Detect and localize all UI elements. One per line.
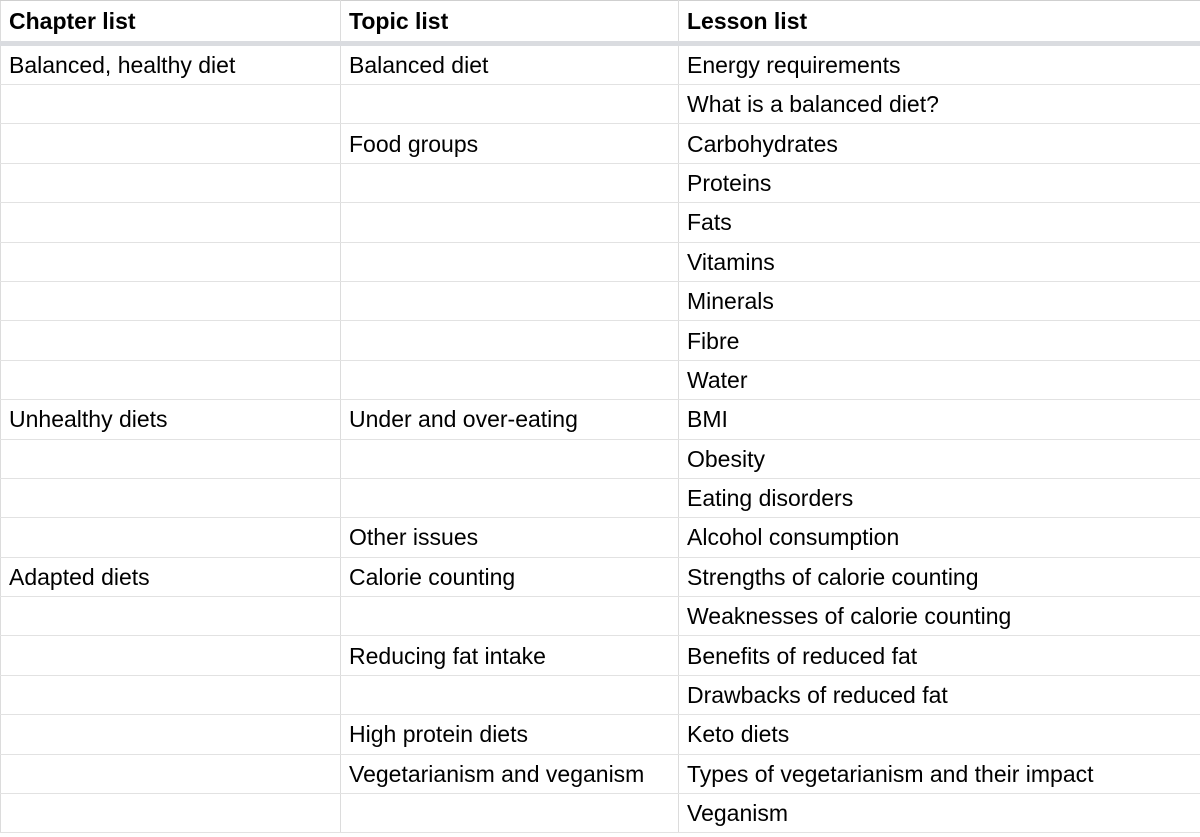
table-row: High protein diets Keto diets	[0, 714, 1200, 755]
cell-topic[interactable]	[340, 439, 679, 479]
cell-chapter[interactable]	[0, 478, 341, 519]
table-header: Chapter list Topic list Lesson list	[0, 0, 1200, 44]
cell-lesson[interactable]: Obesity	[678, 439, 1200, 479]
table-row: Veganism	[0, 793, 1200, 834]
table-body: Balanced, healthy diet Balanced diet Energ…	[0, 43, 1200, 834]
cell-topic[interactable]	[340, 242, 679, 282]
cell-chapter[interactable]	[0, 517, 341, 558]
header-cell-chapter[interactable]: Chapter list	[0, 0, 341, 44]
cell-topic[interactable]	[340, 163, 679, 204]
cell-chapter[interactable]: Adapted diets	[0, 557, 341, 598]
cell-topic[interactable]: Other issues	[340, 517, 679, 558]
cell-chapter[interactable]	[0, 439, 341, 479]
cell-topic[interactable]: High protein diets	[340, 714, 679, 755]
cell-lesson[interactable]: BMI	[678, 399, 1200, 440]
cell-topic[interactable]	[340, 281, 679, 322]
table-row: Eating disorders	[0, 478, 1200, 519]
table-row: Fats	[0, 202, 1200, 243]
table-row: Other issues Alcohol consumption	[0, 517, 1200, 558]
cell-chapter[interactable]	[0, 793, 341, 834]
cell-chapter[interactable]	[0, 163, 341, 204]
cell-lesson[interactable]: Minerals	[678, 281, 1200, 322]
table-row: Balanced, healthy diet Balanced diet Energ…	[0, 43, 1200, 85]
cell-lesson[interactable]: Weaknesses of calorie counting	[678, 596, 1200, 637]
cell-chapter[interactable]: Balanced, healthy diet	[0, 43, 341, 85]
cell-chapter[interactable]	[0, 123, 341, 164]
cell-lesson[interactable]: Alcohol consumption	[678, 517, 1200, 558]
table-row: Weaknesses of calorie counting	[0, 596, 1200, 637]
cell-chapter[interactable]	[0, 635, 341, 676]
table-row: Minerals	[0, 281, 1200, 322]
cell-lesson[interactable]: Vitamins	[678, 242, 1200, 282]
cell-topic[interactable]: Reducing fat intake	[340, 635, 679, 676]
cell-topic[interactable]	[340, 202, 679, 243]
cell-topic[interactable]	[340, 478, 679, 519]
table-row: Drawbacks of reduced fat	[0, 675, 1200, 716]
cell-chapter[interactable]	[0, 84, 341, 125]
table-row: What is a balanced diet?	[0, 84, 1200, 125]
cell-topic[interactable]: Under and over-eating	[340, 399, 679, 440]
cell-chapter[interactable]: Unhealthy diets	[0, 399, 341, 440]
cell-lesson[interactable]: Keto diets	[678, 714, 1200, 755]
cell-lesson[interactable]: Strengths of calorie counting	[678, 557, 1200, 598]
header-cell-topic[interactable]: Topic list	[340, 0, 679, 44]
cell-topic[interactable]: Food groups	[340, 123, 679, 164]
cell-lesson[interactable]: Fibre	[678, 320, 1200, 361]
cell-topic[interactable]	[340, 793, 679, 834]
cell-lesson[interactable]: Energy requirements	[678, 43, 1200, 85]
cell-lesson[interactable]: Drawbacks of reduced fat	[678, 675, 1200, 716]
table-row: Fibre	[0, 320, 1200, 361]
cell-lesson[interactable]: Water	[678, 360, 1200, 401]
cell-topic[interactable]: Balanced diet	[340, 43, 679, 85]
cell-topic[interactable]	[340, 320, 679, 361]
cell-lesson[interactable]: What is a balanced diet?	[678, 84, 1200, 125]
cell-chapter[interactable]	[0, 596, 341, 637]
table-row: Reducing fat intake Benefits of reduced f…	[0, 635, 1200, 676]
cell-chapter[interactable]	[0, 675, 341, 716]
cell-lesson[interactable]: Carbohydrates	[678, 123, 1200, 164]
cell-chapter[interactable]	[0, 714, 341, 755]
header-cell-lesson[interactable]: Lesson list	[678, 0, 1200, 44]
cell-chapter[interactable]	[0, 320, 341, 361]
cell-lesson[interactable]: Proteins	[678, 163, 1200, 204]
header-row: Chapter list Topic list Lesson list	[0, 0, 1200, 44]
cell-chapter[interactable]	[0, 202, 341, 243]
cell-topic[interactable]: Vegetarianism and veganism	[340, 754, 679, 795]
table-row: Vegetarianism and veganism Types of veget…	[0, 754, 1200, 795]
table-row: Vitamins	[0, 242, 1200, 282]
cell-chapter[interactable]	[0, 360, 341, 401]
table-row: Food groups Carbohydrates	[0, 123, 1200, 164]
cell-topic[interactable]: Calorie counting	[340, 557, 679, 598]
table-row: Unhealthy diets Under and over-eating BMI	[0, 399, 1200, 440]
cell-chapter[interactable]	[0, 281, 341, 322]
table-row: Adapted diets Calorie counting Strengths o…	[0, 557, 1200, 598]
table-row: Water	[0, 360, 1200, 401]
cell-lesson[interactable]: Fats	[678, 202, 1200, 243]
cell-chapter[interactable]	[0, 754, 341, 795]
cell-topic[interactable]	[340, 360, 679, 401]
cell-topic[interactable]	[340, 84, 679, 125]
cell-lesson[interactable]: Eating disorders	[678, 478, 1200, 519]
table-row: Proteins	[0, 163, 1200, 204]
cell-lesson[interactable]: Benefits of reduced fat	[678, 635, 1200, 676]
cell-topic[interactable]	[340, 675, 679, 716]
table-row: Obesity	[0, 439, 1200, 479]
cell-chapter[interactable]	[0, 242, 341, 282]
cell-topic[interactable]	[340, 596, 679, 637]
cell-lesson[interactable]: Types of vegetarianism and their impact	[678, 754, 1200, 795]
cell-lesson[interactable]: Veganism	[678, 793, 1200, 834]
